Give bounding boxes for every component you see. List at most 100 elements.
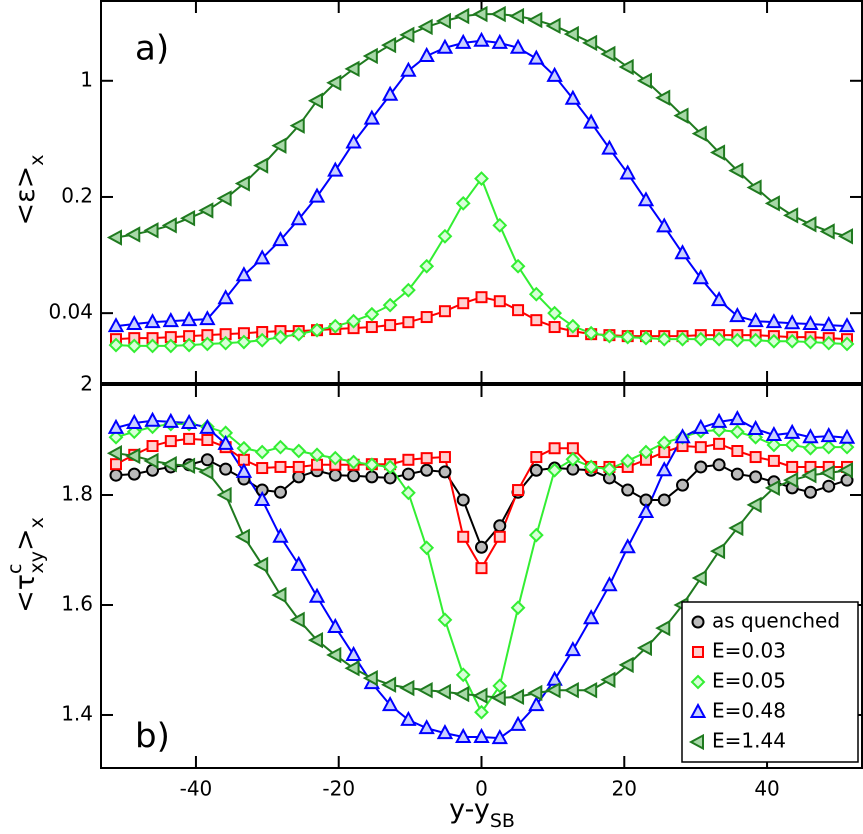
- marker: [345, 133, 362, 149]
- marker: [619, 164, 636, 180]
- marker: [620, 453, 636, 469]
- marker: [802, 314, 819, 331]
- marker: [564, 89, 582, 105]
- marker: [803, 334, 818, 350]
- marker: [109, 468, 123, 482]
- marker: [618, 58, 634, 76]
- marker: [201, 433, 214, 446]
- marker: [437, 612, 453, 628]
- marker: [473, 31, 490, 47]
- marker: [292, 460, 305, 473]
- marker: [163, 338, 179, 354]
- marker: [436, 724, 454, 740]
- marker: [820, 315, 837, 332]
- marker: [784, 333, 800, 349]
- marker: [582, 34, 598, 52]
- marker: [417, 682, 433, 699]
- marker: [161, 456, 177, 473]
- marker: [819, 223, 835, 240]
- marker: [746, 496, 762, 514]
- marker: [181, 337, 197, 353]
- marker: [180, 311, 198, 327]
- marker: [729, 424, 745, 440]
- marker: [749, 451, 762, 464]
- marker: [693, 331, 709, 347]
- marker: [309, 322, 325, 338]
- marker: [345, 645, 362, 662]
- marker: [837, 228, 854, 245]
- marker: [143, 452, 159, 470]
- marker: [327, 161, 344, 177]
- marker: [711, 331, 727, 347]
- marker: [691, 125, 707, 142]
- marker: [347, 469, 361, 483]
- marker: [126, 338, 142, 354]
- marker: [346, 313, 361, 329]
- marker: [637, 191, 655, 207]
- marker: [582, 113, 600, 129]
- marker: [529, 463, 543, 477]
- marker: [656, 435, 672, 451]
- marker: [344, 60, 360, 78]
- marker: [327, 318, 343, 334]
- marker: [600, 45, 616, 63]
- marker: [125, 226, 141, 243]
- marker: [125, 447, 141, 465]
- y-tick-label: 1: [80, 67, 93, 91]
- marker: [692, 269, 709, 285]
- marker: [510, 600, 526, 616]
- marker: [474, 704, 489, 720]
- marker: [254, 249, 271, 265]
- marker: [273, 439, 288, 455]
- marker: [493, 530, 506, 543]
- marker: [401, 467, 415, 481]
- marker: [690, 674, 706, 690]
- marker: [657, 493, 671, 507]
- marker: [438, 465, 452, 479]
- marker: [454, 685, 470, 703]
- marker: [365, 321, 378, 334]
- marker: [530, 451, 543, 464]
- y-axis-label: <ε>x: [10, 154, 48, 225]
- marker: [418, 719, 435, 735]
- marker: [216, 486, 232, 504]
- marker: [272, 527, 289, 543]
- marker: [328, 468, 342, 482]
- marker: [602, 328, 617, 344]
- marker: [236, 440, 252, 456]
- marker: [527, 11, 543, 29]
- y-axis-label: <τcxy>x: [4, 517, 48, 613]
- legend-box: [681, 601, 859, 763]
- marker: [438, 451, 451, 464]
- y-label-sup: c: [4, 564, 26, 574]
- y-tick-label: 0.04: [48, 300, 93, 324]
- marker: [199, 336, 215, 352]
- marker: [344, 660, 360, 677]
- marker: [144, 313, 161, 329]
- marker: [619, 538, 636, 554]
- marker: [126, 314, 143, 331]
- marker: [364, 306, 380, 322]
- marker: [475, 540, 488, 554]
- marker: [621, 483, 635, 497]
- marker: [218, 335, 234, 351]
- marker: [382, 459, 398, 475]
- y-label-sub: x: [26, 517, 48, 528]
- marker: [766, 437, 782, 453]
- marker: [821, 335, 837, 351]
- marker: [382, 297, 398, 313]
- marker: [457, 297, 470, 310]
- marker: [546, 66, 563, 82]
- marker: [582, 682, 598, 699]
- marker: [638, 330, 654, 346]
- marker: [326, 74, 342, 91]
- marker: [801, 467, 817, 484]
- marker: [234, 175, 250, 192]
- marker: [712, 458, 726, 472]
- marker: [620, 329, 636, 345]
- marker: [365, 470, 379, 484]
- marker: [656, 461, 673, 477]
- marker: [253, 556, 269, 574]
- marker: [289, 611, 305, 629]
